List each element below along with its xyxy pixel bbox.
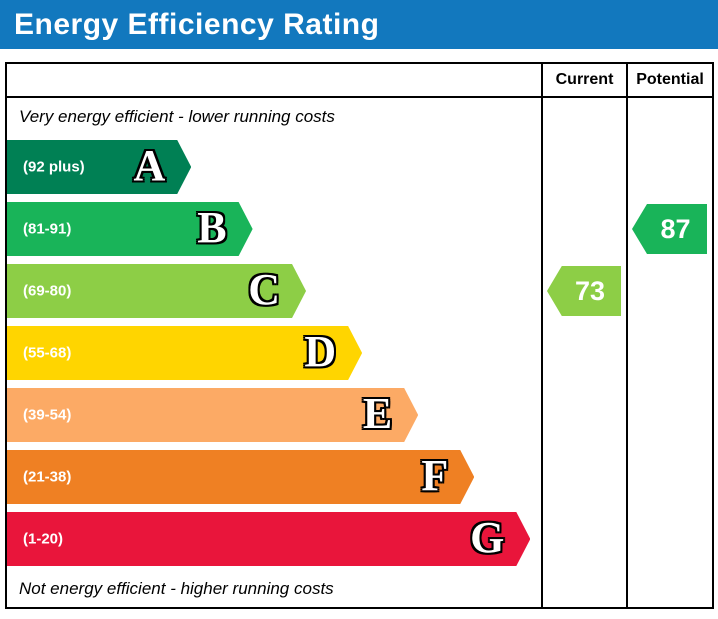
top-note: Very energy efficient - lower running co… (19, 107, 335, 126)
band-range-label: (81-91) (23, 220, 72, 238)
band-A: (92 plus) A (7, 140, 191, 194)
band-row-G: (1-20) G (7, 508, 541, 570)
title-bar: Energy Efficiency Rating (0, 0, 718, 49)
page-title: Energy Efficiency Rating (14, 7, 380, 41)
band-range-label: (1-20) (23, 530, 64, 548)
potential-column-header: Potential (626, 64, 712, 96)
band-B: (81-91) B (7, 202, 253, 256)
band-row-A: (92 plus) A (7, 136, 541, 198)
chart-header: Current Potential (7, 64, 712, 98)
band-E: (39-54) E (7, 388, 418, 442)
band-row-B: (81-91) B (7, 198, 541, 260)
band-range-label: (21-38) (23, 468, 72, 486)
band-F: (21-38) F (7, 450, 474, 504)
bottom-note: Not energy efficient - higher running co… (19, 578, 334, 598)
band-letter: E (362, 389, 393, 439)
current-rating-marker: 73 (547, 266, 621, 316)
current-column-header: Current (541, 64, 626, 96)
band-row-C: (69-80) C (7, 260, 541, 322)
band-row-F: (21-38) F (7, 446, 541, 508)
bands-column: Very energy efficient - lower running co… (7, 98, 541, 607)
band-letter: G (470, 513, 505, 563)
band-letter: A (133, 141, 166, 191)
bands: (92 plus) A (81-91) B (69-80) C (55-68) D (39-54… (7, 136, 541, 570)
band-row-D: (55-68) D (7, 322, 541, 384)
band-range-label: (69-80) (23, 282, 72, 300)
band-letter: C (248, 265, 281, 315)
current-column: 73 (541, 98, 626, 607)
band-row-E: (39-54) E (7, 384, 541, 446)
band-D: (55-68) D (7, 326, 362, 380)
band-letter: B (197, 203, 227, 253)
current-rating-value: 73 (574, 275, 606, 306)
band-range-label: (92 plus) (23, 158, 85, 176)
energy-rating-chart: Current Potential Very energy efficient … (5, 62, 714, 609)
header-spacer (7, 64, 541, 96)
band-letter: F (421, 451, 449, 501)
potential-column: 87 (626, 98, 712, 607)
potential-rating-marker: 87 (632, 204, 707, 254)
band-C: (69-80) C (7, 264, 306, 318)
chart-body: Very energy efficient - lower running co… (7, 98, 712, 607)
potential-rating-value: 87 (660, 213, 691, 244)
band-letter: D (304, 327, 337, 377)
band-range-label: (39-54) (23, 406, 72, 424)
band-range-label: (55-68) (23, 344, 72, 362)
band-G: (1-20) G (7, 512, 530, 566)
